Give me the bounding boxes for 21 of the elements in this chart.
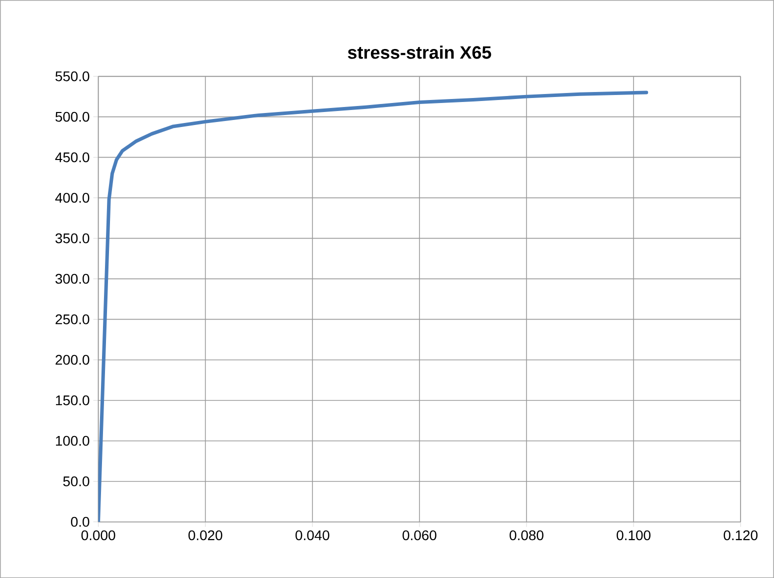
y-tick-label: 250.0 (56, 314, 90, 324)
x-tick-label: 0.120 (724, 530, 758, 540)
y-tick-label: 50.0 (63, 476, 90, 486)
y-tick-label: 200.0 (56, 354, 90, 365)
x-tick-label: 0.080 (510, 530, 544, 540)
y-tick-label: 400.0 (55, 192, 90, 203)
y-tick-label: 100.0 (56, 436, 90, 446)
x-tick-label: 0.000 (81, 530, 116, 540)
y-tick-label: 300.0 (55, 274, 90, 284)
y-tick-label: 450.0 (55, 152, 90, 162)
chart-title: stress-strain X65 (348, 46, 492, 59)
y-tick-label: 0.0 (70, 516, 90, 527)
y-tick-label: 500.0 (55, 112, 90, 122)
y-tick-label: 550.0 (55, 71, 90, 82)
y-tick-label: 150.0 (56, 395, 90, 406)
x-tick-label: 0.060 (402, 530, 436, 540)
y-tick-label: 350.0 (55, 233, 90, 244)
x-tick-label: 0.020 (188, 530, 222, 540)
line-series (98, 90, 648, 522)
x-tick-label: 0.040 (296, 530, 330, 540)
x-tick-label: 0.100 (616, 530, 650, 540)
